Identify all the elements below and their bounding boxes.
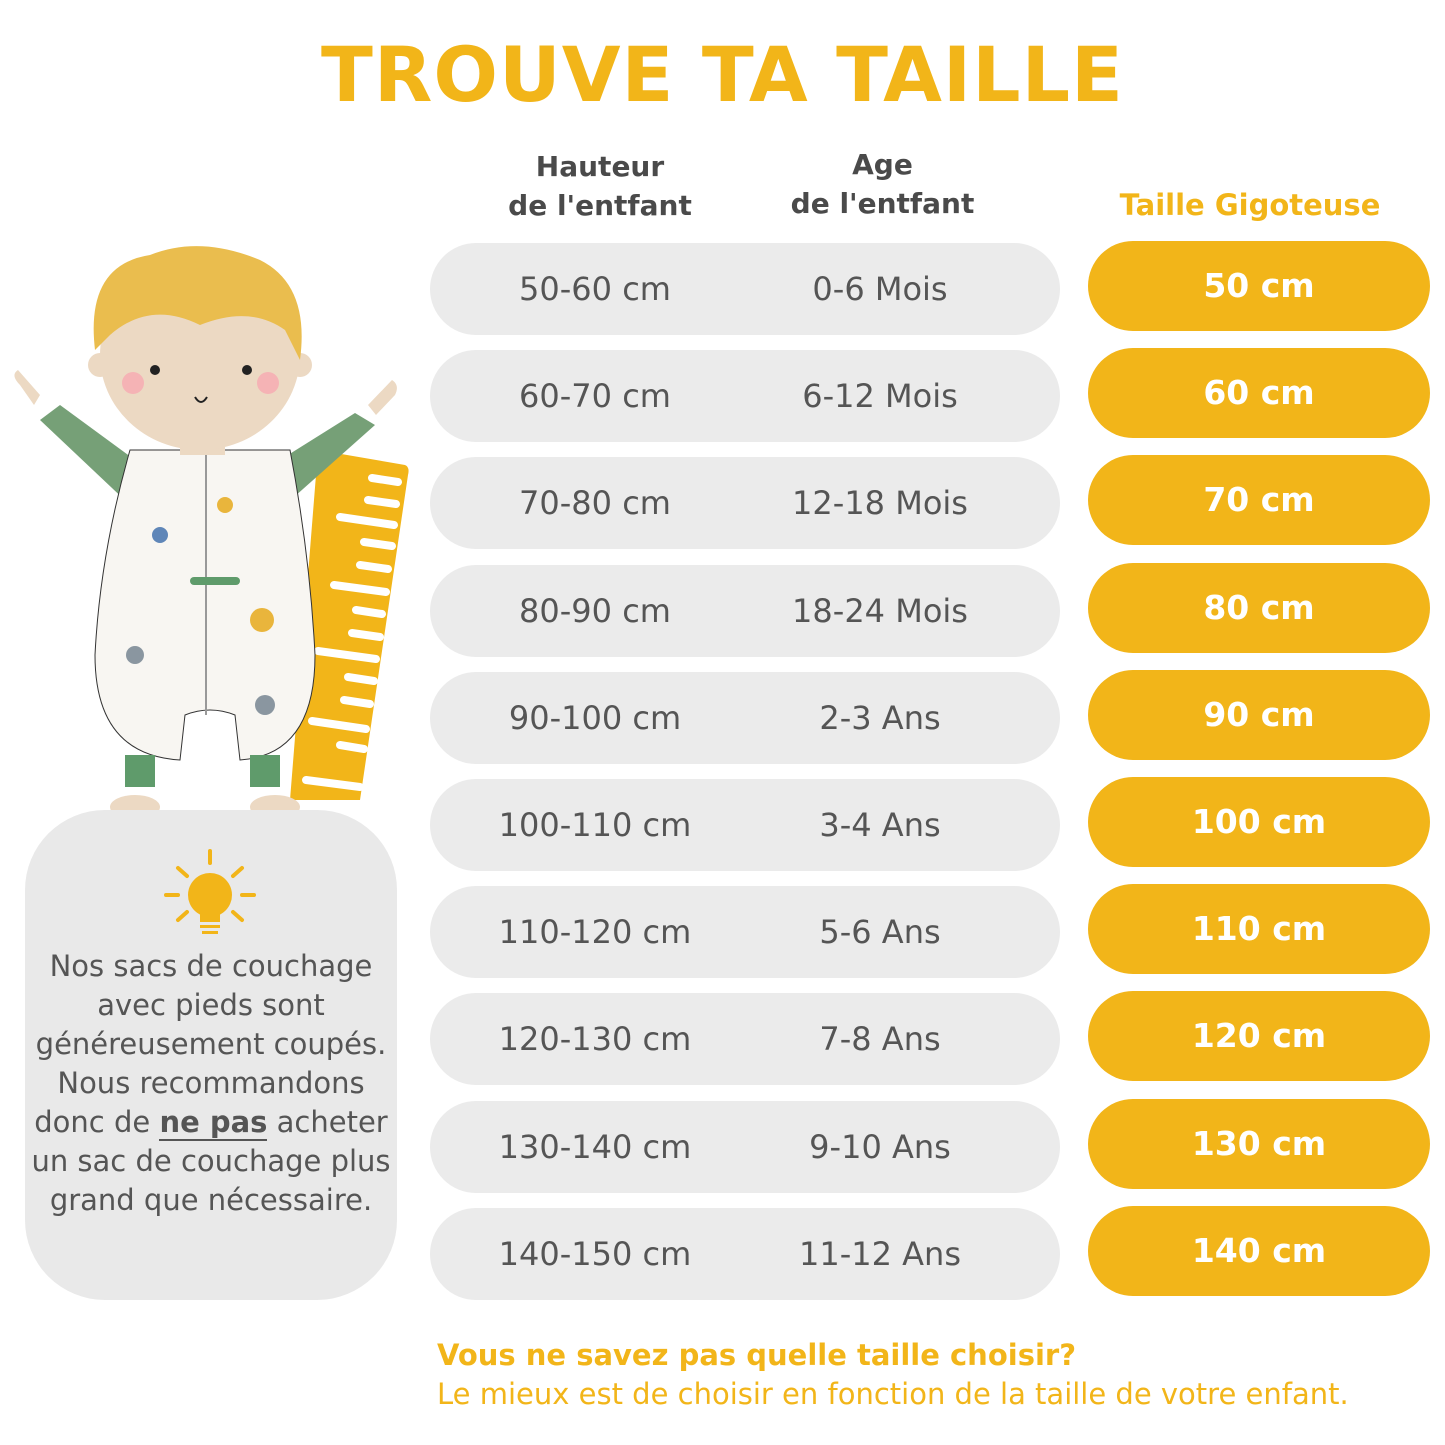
size-row: 100-110 cm 3-4 Ans (430, 779, 1060, 871)
size-badge: 130 cm (1088, 1098, 1430, 1189)
row-height: 80-90 cm (519, 591, 671, 630)
size-badge: 120 cm (1088, 991, 1430, 1082)
size-badge: 90 cm (1088, 669, 1430, 760)
row-age: 7-8 Ans (819, 1020, 941, 1059)
size-badge: 80 cm (1088, 562, 1430, 653)
row-age: 18-24 Mois (792, 591, 968, 630)
size-badge: 140 cm (1088, 1205, 1430, 1296)
lightbulb-icon (164, 849, 256, 934)
size-row: 130-140 cm 9-10 Ans (430, 1100, 1060, 1193)
row-height: 50-60 cm (519, 270, 671, 308)
row-height: 70-80 cm (519, 484, 671, 523)
row-height: 110-120 cm (498, 913, 692, 952)
footer-question: Vous ne savez pas quelle taille choisir? (437, 1338, 1077, 1372)
size-row: 110-120 cm 5-6 Ans (430, 886, 1060, 979)
size-row: 80-90 cm 18-24 Mois (430, 564, 1060, 657)
column-header-line: de l'entfant (790, 187, 975, 220)
size-row: 140-150 cm 11-12 Ans (430, 1207, 1060, 1300)
tip-text: Nos sacs de couchage avec pieds sont gén… (25, 947, 397, 1220)
size-row: 50-60 cm 0-6 Mois (430, 243, 1060, 335)
row-age: 5-6 Ans (819, 913, 941, 952)
row-height: 90-100 cm (508, 698, 682, 737)
row-height: 130-140 cm (498, 1127, 692, 1166)
tip-text-after: acheter un sac de couchage plus grand qu… (31, 1105, 391, 1217)
size-badge: 60 cm (1088, 348, 1430, 439)
row-age: 3-4 Ans (819, 806, 941, 844)
row-age: 2-3 Ans (819, 698, 941, 737)
row-age: 9-10 Ans (809, 1127, 951, 1166)
size-row: 60-70 cm 6-12 Mois (430, 350, 1060, 443)
row-age: 12-18 Mois (792, 484, 968, 523)
ruler-icon (290, 450, 409, 800)
page-title: TROUVE TA TAILLE (321, 30, 1124, 119)
size-badge: 50 cm (1088, 241, 1430, 331)
size-badge: 110 cm (1088, 884, 1430, 975)
tip-emphasis: ne pas (159, 1105, 268, 1141)
size-badge: 70 cm (1088, 455, 1430, 546)
row-age: 6-12 Mois (802, 377, 958, 416)
column-header-line: Age (852, 148, 913, 181)
size-row: 120-130 cm 7-8 Ans (430, 993, 1060, 1086)
row-height: 60-70 cm (519, 377, 671, 416)
tip-text-before: Nos sacs de couchage avec pieds sont gén… (34, 949, 387, 1139)
column-header-line: Hauteur (535, 150, 665, 183)
column-header-height: Hauteur de l'entfant (490, 147, 710, 225)
row-age: 11-12 Ans (799, 1234, 961, 1273)
row-height: 140-150 cm (498, 1234, 692, 1273)
size-row: 70-80 cm 12-18 Mois (430, 457, 1060, 550)
size-row: 90-100 cm 2-3 Ans (430, 671, 1060, 764)
column-header-size: Taille Gigoteuse (1119, 188, 1381, 222)
row-height: 100-110 cm (498, 806, 692, 844)
footer-answer: Le mieux est de choisir en fonction de l… (437, 1377, 1349, 1411)
column-header-line: de l'entfant (508, 189, 692, 222)
child-illustration (14, 246, 409, 819)
row-height: 120-130 cm (498, 1020, 692, 1059)
size-badge: 100 cm (1088, 777, 1430, 867)
column-header-age: Age de l'entfant (770, 145, 995, 223)
row-age: 0-6 Mois (812, 270, 948, 308)
